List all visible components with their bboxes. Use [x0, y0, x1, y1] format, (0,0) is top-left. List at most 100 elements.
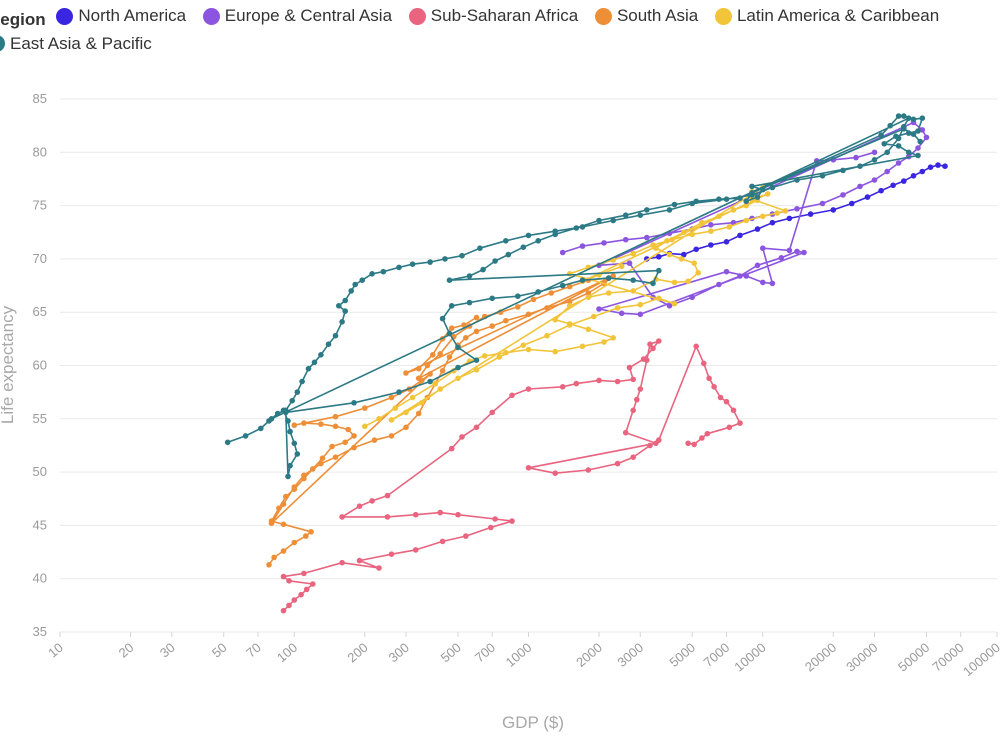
data-point-europe-central-asia[interactable] [559, 249, 566, 256]
data-point-sub-saharan-africa[interactable] [525, 386, 532, 392]
data-point-east-asia-pacific[interactable] [840, 167, 846, 174]
data-point-latin-america-caribbean[interactable] [544, 332, 550, 339]
data-point-sub-saharan-africa[interactable] [622, 429, 629, 436]
data-point-east-asia-pacific[interactable] [884, 149, 890, 156]
data-point-south-asia[interactable] [403, 424, 409, 431]
data-point-east-asia-pacific[interactable] [342, 297, 349, 304]
data-point-latin-america-caribbean[interactable] [764, 191, 771, 197]
data-point-latin-america-caribbean[interactable] [552, 348, 558, 355]
data-point-east-asia-pacific[interactable] [348, 288, 355, 294]
data-point-south-asia[interactable] [291, 539, 298, 546]
data-point-latin-america-caribbean[interactable] [481, 353, 488, 359]
data-point-latin-america-caribbean[interactable] [503, 349, 509, 356]
data-point-europe-central-asia[interactable] [794, 206, 800, 212]
data-point-latin-america-caribbean[interactable] [455, 375, 461, 382]
data-point-north-america[interactable] [723, 239, 730, 245]
data-point-south-asia[interactable] [415, 375, 422, 382]
data-point-south-asia[interactable] [427, 371, 433, 377]
data-point-east-asia-pacific[interactable] [895, 143, 902, 149]
data-point-south-asia[interactable] [308, 529, 314, 535]
data-point-latin-america-caribbean[interactable] [708, 228, 714, 234]
data-point-east-asia-pacific[interactable] [380, 268, 387, 275]
data-point-east-asia-pacific[interactable] [737, 195, 743, 201]
data-point-east-asia-pacific[interactable] [919, 115, 926, 121]
data-point-south-asia[interactable] [280, 548, 287, 554]
data-point-latin-america-caribbean[interactable] [388, 417, 395, 423]
data-point-latin-america-caribbean[interactable] [664, 238, 670, 244]
data-point-east-asia-pacific[interactable] [477, 245, 483, 251]
data-point-latin-america-caribbean[interactable] [695, 270, 701, 276]
data-point-east-asia-pacific[interactable] [871, 157, 878, 163]
data-point-europe-central-asia[interactable] [737, 273, 743, 279]
data-point-north-america[interactable] [693, 246, 699, 253]
data-point-east-asia-pacific[interactable] [439, 315, 446, 322]
data-point-east-asia-pacific[interactable] [359, 277, 366, 284]
data-point-south-asia[interactable] [310, 466, 316, 472]
data-point-east-asia-pacific[interactable] [671, 201, 678, 208]
data-point-latin-america-caribbean[interactable] [699, 219, 705, 226]
data-point-east-asia-pacific[interactable] [656, 267, 662, 274]
data-point-europe-central-asia[interactable] [778, 254, 785, 261]
data-point-latin-america-caribbean[interactable] [610, 335, 616, 341]
data-point-latin-america-caribbean[interactable] [585, 326, 592, 333]
data-point-east-asia-pacific[interactable] [285, 473, 291, 480]
data-point-east-asia-pacific[interactable] [289, 397, 296, 404]
data-point-east-asia-pacific[interactable] [857, 163, 863, 169]
data-point-sub-saharan-africa[interactable] [509, 392, 515, 399]
data-point-south-asia[interactable] [280, 501, 287, 507]
data-point-south-asia[interactable] [291, 484, 298, 490]
data-point-sub-saharan-africa[interactable] [637, 386, 644, 392]
data-point-latin-america-caribbean[interactable] [614, 305, 621, 311]
data-point-east-asia-pacific[interactable] [666, 207, 673, 213]
data-point-europe-central-asia[interactable] [840, 192, 846, 198]
data-point-south-asia[interactable] [585, 290, 592, 296]
data-point-south-asia[interactable] [362, 405, 368, 411]
data-point-sub-saharan-africa[interactable] [280, 573, 287, 580]
data-point-east-asia-pacific[interactable] [573, 225, 580, 231]
data-point-europe-central-asia[interactable] [786, 247, 793, 254]
data-point-sub-saharan-africa[interactable] [489, 409, 496, 416]
data-point-south-asia[interactable] [291, 422, 298, 429]
data-point-europe-central-asia[interactable] [596, 306, 602, 312]
data-point-latin-america-caribbean[interactable] [392, 405, 399, 411]
data-point-latin-america-caribbean[interactable] [409, 394, 416, 401]
data-point-east-asia-pacific[interactable] [716, 196, 722, 202]
data-point-latin-america-caribbean[interactable] [691, 260, 697, 267]
data-point-europe-central-asia[interactable] [754, 262, 761, 269]
data-point-south-asia[interactable] [439, 368, 446, 374]
data-point-east-asia-pacific[interactable] [637, 212, 644, 218]
data-point-east-asia-pacific[interactable] [442, 256, 448, 262]
data-point-sub-saharan-africa[interactable] [596, 377, 602, 384]
data-point-south-asia[interactable] [610, 273, 616, 279]
data-point-north-america[interactable] [935, 162, 941, 168]
data-point-sub-saharan-africa[interactable] [384, 492, 391, 499]
data-point-south-asia[interactable] [437, 351, 444, 357]
data-point-europe-central-asia[interactable] [622, 236, 629, 243]
data-point-east-asia-pacific[interactable] [910, 131, 917, 137]
data-point-south-asia[interactable] [280, 521, 287, 528]
data-point-europe-central-asia[interactable] [618, 310, 625, 317]
data-point-north-america[interactable] [878, 187, 884, 194]
data-point-east-asia-pacific[interactable] [446, 277, 453, 284]
data-point-sub-saharan-africa[interactable] [699, 435, 705, 441]
data-point-north-america[interactable] [890, 182, 896, 189]
data-point-south-asia[interactable] [415, 365, 422, 372]
data-point-east-asia-pacific[interactable] [644, 207, 650, 213]
data-point-sub-saharan-africa[interactable] [369, 498, 375, 504]
data-point-north-america[interactable] [786, 215, 793, 222]
data-point-south-asia[interactable] [566, 283, 573, 290]
data-point-east-asia-pacific[interactable] [291, 440, 298, 447]
data-point-sub-saharan-africa[interactable] [286, 602, 292, 609]
data-point-europe-central-asia[interactable] [601, 240, 607, 246]
data-point-east-asia-pacific[interactable] [819, 173, 826, 179]
data-point-latin-america-caribbean[interactable] [566, 322, 573, 328]
data-point-north-america[interactable] [807, 211, 814, 217]
data-point-sub-saharan-africa[interactable] [448, 445, 455, 452]
data-point-east-asia-pacific[interactable] [459, 252, 465, 259]
data-point-latin-america-caribbean[interactable] [579, 343, 586, 350]
data-point-south-asia[interactable] [332, 454, 339, 461]
data-point-sub-saharan-africa[interactable] [656, 338, 662, 344]
data-point-south-asia[interactable] [503, 317, 509, 324]
data-point-sub-saharan-africa[interactable] [573, 380, 580, 387]
data-point-sub-saharan-africa[interactable] [356, 503, 363, 510]
